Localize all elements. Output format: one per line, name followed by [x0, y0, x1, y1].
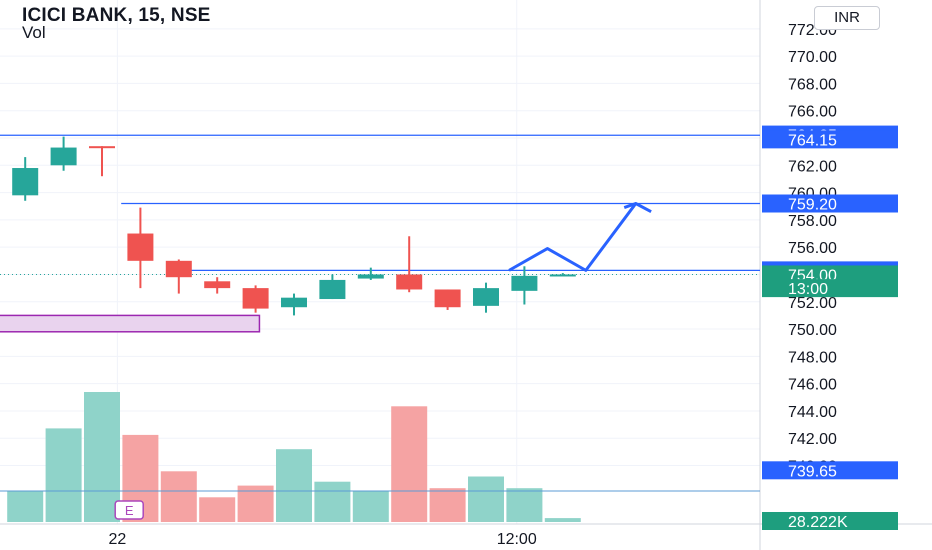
volume-bar — [391, 406, 428, 522]
candle-body — [473, 288, 499, 306]
candle-body — [281, 297, 307, 308]
volume-tag-box — [762, 512, 898, 530]
price-tag-label: 739.65 — [788, 463, 837, 480]
candle-body — [89, 146, 115, 149]
volume-bar — [352, 490, 389, 522]
price-tag-label: 764.15 — [788, 132, 837, 149]
price-tag-box — [762, 194, 898, 213]
candle-body — [319, 279, 346, 300]
volume-bar — [276, 449, 312, 522]
x-tick-label: 22 — [108, 531, 126, 548]
y-tick-label: 756.00 — [788, 240, 837, 257]
volume-tag-label: 28.222K — [788, 514, 848, 531]
price-tag-label: 13:00 — [788, 281, 828, 298]
projection-arrowhead — [623, 202, 637, 210]
volume-bar — [7, 490, 44, 522]
volume-indicator-label: Vol — [22, 23, 46, 42]
candle-body — [165, 260, 192, 278]
candle-body — [204, 281, 231, 289]
earnings-marker-box — [114, 500, 144, 520]
volume-bar — [199, 497, 236, 522]
y-tick-label: 744.00 — [788, 404, 837, 421]
y-tick-label: 758.00 — [788, 213, 837, 230]
volume-bar — [84, 392, 120, 522]
candle-body — [12, 168, 39, 196]
candle-body — [549, 274, 576, 277]
volume-bar — [314, 481, 351, 522]
currency-button[interactable]: INR — [814, 6, 880, 30]
candle-body — [357, 274, 384, 279]
earnings-marker-label: E — [125, 503, 134, 518]
volume-bar — [506, 488, 543, 522]
price-tag-box — [762, 265, 898, 284]
price-tag-label: 759.20 — [788, 197, 837, 214]
candle-body — [127, 233, 154, 261]
price-tag-box — [762, 130, 898, 149]
candle-body — [434, 289, 461, 308]
y-tick-label: 742.00 — [788, 431, 837, 448]
y-tick-label: 752.00 — [788, 295, 837, 312]
y-tick-label: 770.00 — [788, 49, 837, 66]
candle-body — [242, 288, 269, 309]
y-tick-label: 750.00 — [788, 322, 837, 339]
volume-bar — [160, 471, 197, 522]
y-tick-label: 766.00 — [788, 104, 837, 121]
symbol-title: ICICI BANK, 15, NSE — [22, 5, 211, 26]
candle-body — [50, 147, 77, 166]
y-tick-label: 746.00 — [788, 377, 837, 394]
volume-bar — [237, 485, 274, 522]
candle-body — [396, 274, 423, 290]
volume-bar — [544, 518, 581, 522]
volume-bar — [468, 476, 504, 522]
y-tick-label: 762.00 — [788, 158, 837, 175]
volume-bar — [429, 488, 466, 522]
price-tag-box — [762, 461, 898, 480]
price-tag-box — [762, 279, 898, 298]
projection-path — [508, 202, 652, 272]
demand-zone-rect — [0, 314, 261, 333]
x-tick-label: 12:00 — [497, 531, 537, 548]
y-tick-label: 768.00 — [788, 76, 837, 93]
volume-bar — [45, 428, 82, 522]
y-tick-label: 748.00 — [788, 349, 837, 366]
candle-body — [511, 275, 538, 291]
